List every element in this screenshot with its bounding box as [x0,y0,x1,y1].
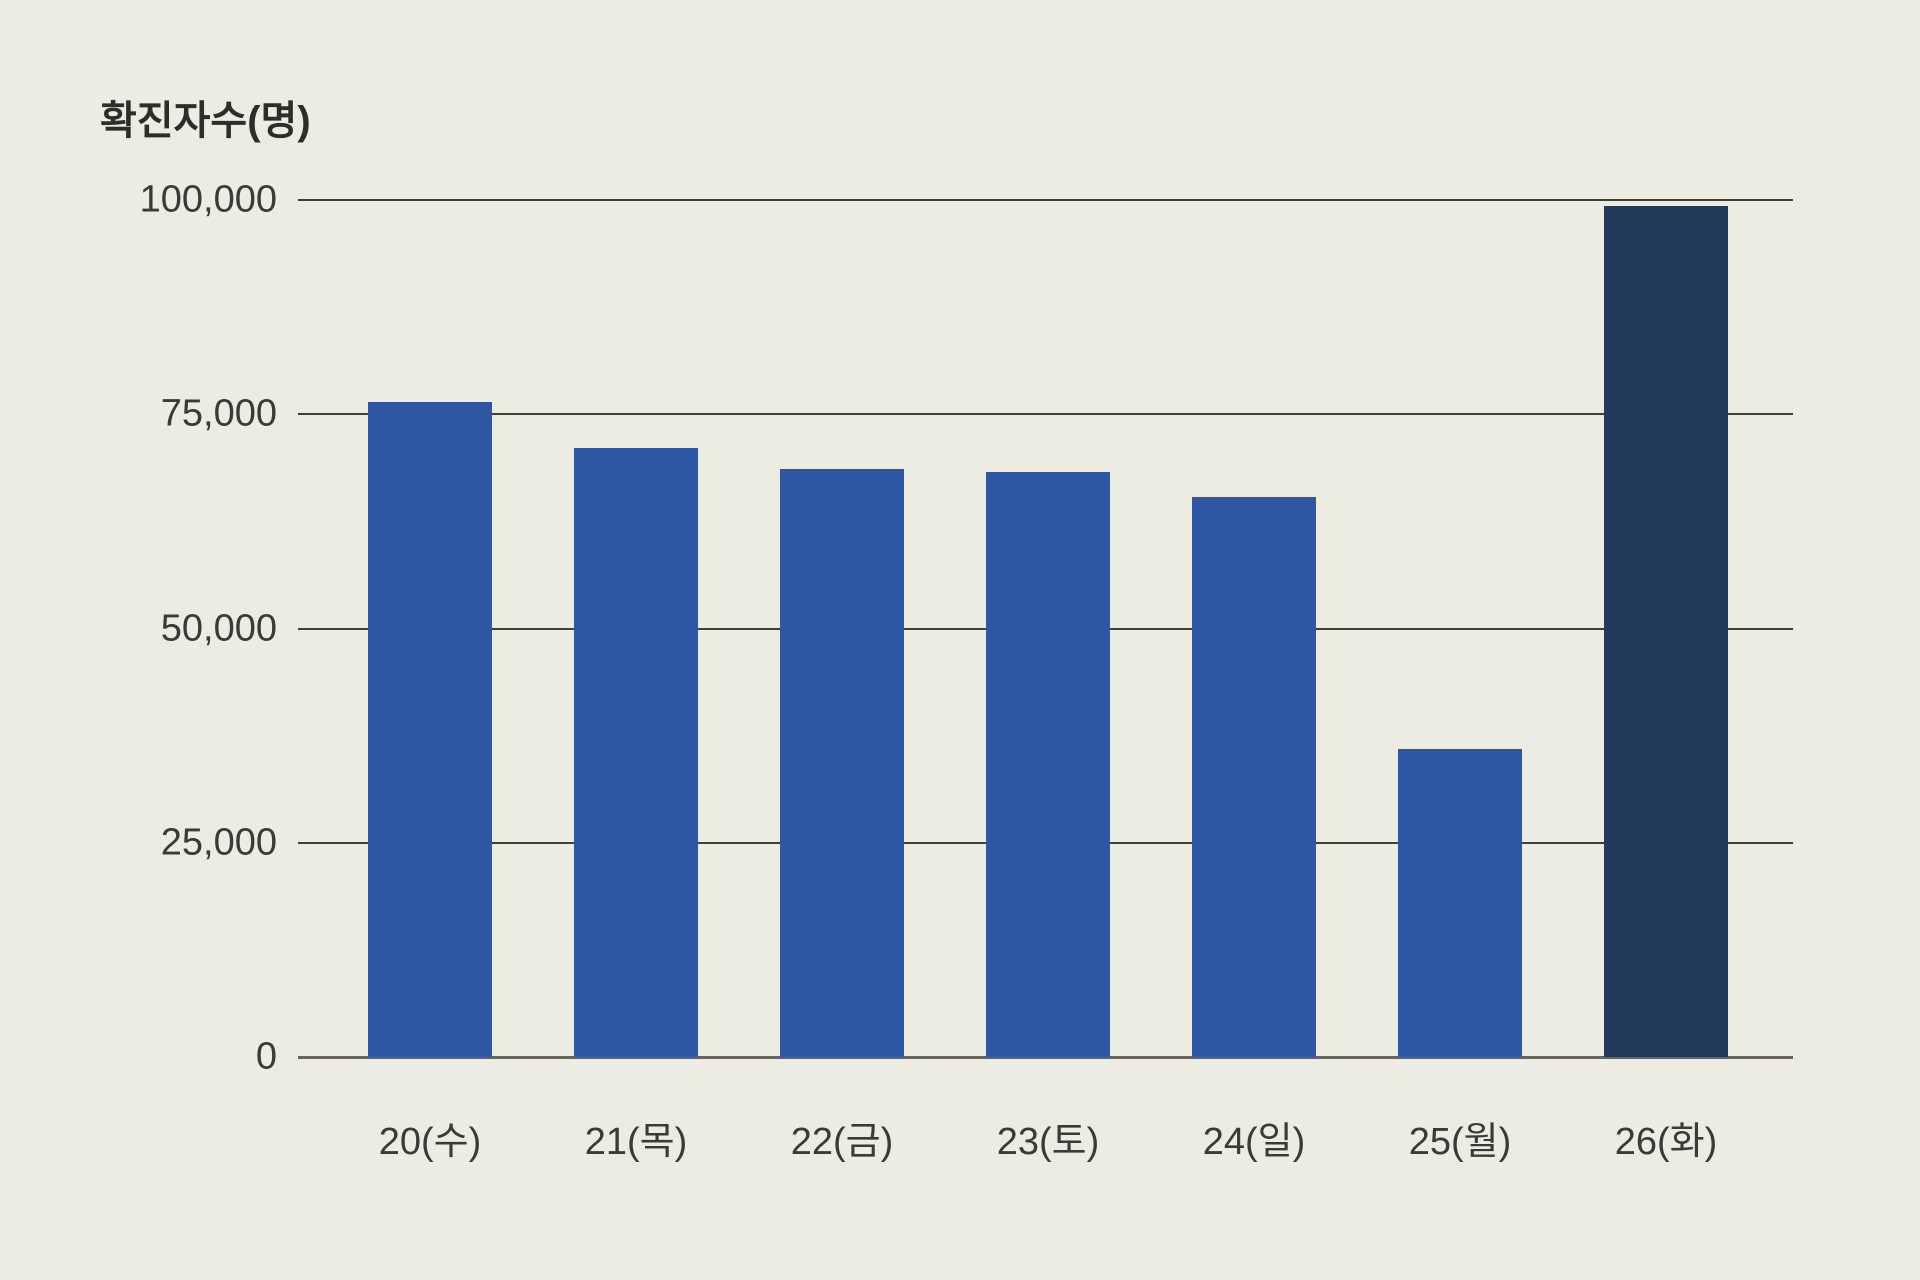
y-axis-tick-label: 25,000 [160,821,277,864]
y-axis: 0 25,000 50,000 75,000 100,000 [0,0,277,1280]
y-axis-tick-label: 50,000 [160,607,277,649]
y-axis-tick-label: 0 [255,1035,277,1078]
bar-0 [368,402,492,1057]
x-axis-label: 22(금) [790,1121,894,1163]
x-axis-label: 24(일) [1202,1121,1306,1163]
plot-area [298,199,1793,1059]
x-axis-label: 26(화) [1614,1121,1718,1163]
gridline [298,413,1793,416]
gridline [298,199,1793,201]
y-axis-tick-label: 100,000 [139,178,277,221]
chart-title: 확진자수(명) [100,99,311,143]
bar-2 [780,469,904,1057]
bar-4 [1192,496,1316,1057]
x-axis-label: 21(목) [584,1121,688,1163]
bar-5 [1398,749,1522,1057]
x-axis-label: 23(토) [996,1121,1100,1163]
bar-3 [986,471,1110,1057]
x-axis-line [298,1056,1793,1059]
bar-1 [574,447,698,1057]
x-axis-label: 25(월) [1408,1121,1512,1163]
bar-6 [1604,206,1728,1057]
x-axis-label: 20(수) [378,1121,482,1163]
y-axis-tick-label: 75,000 [160,392,277,435]
